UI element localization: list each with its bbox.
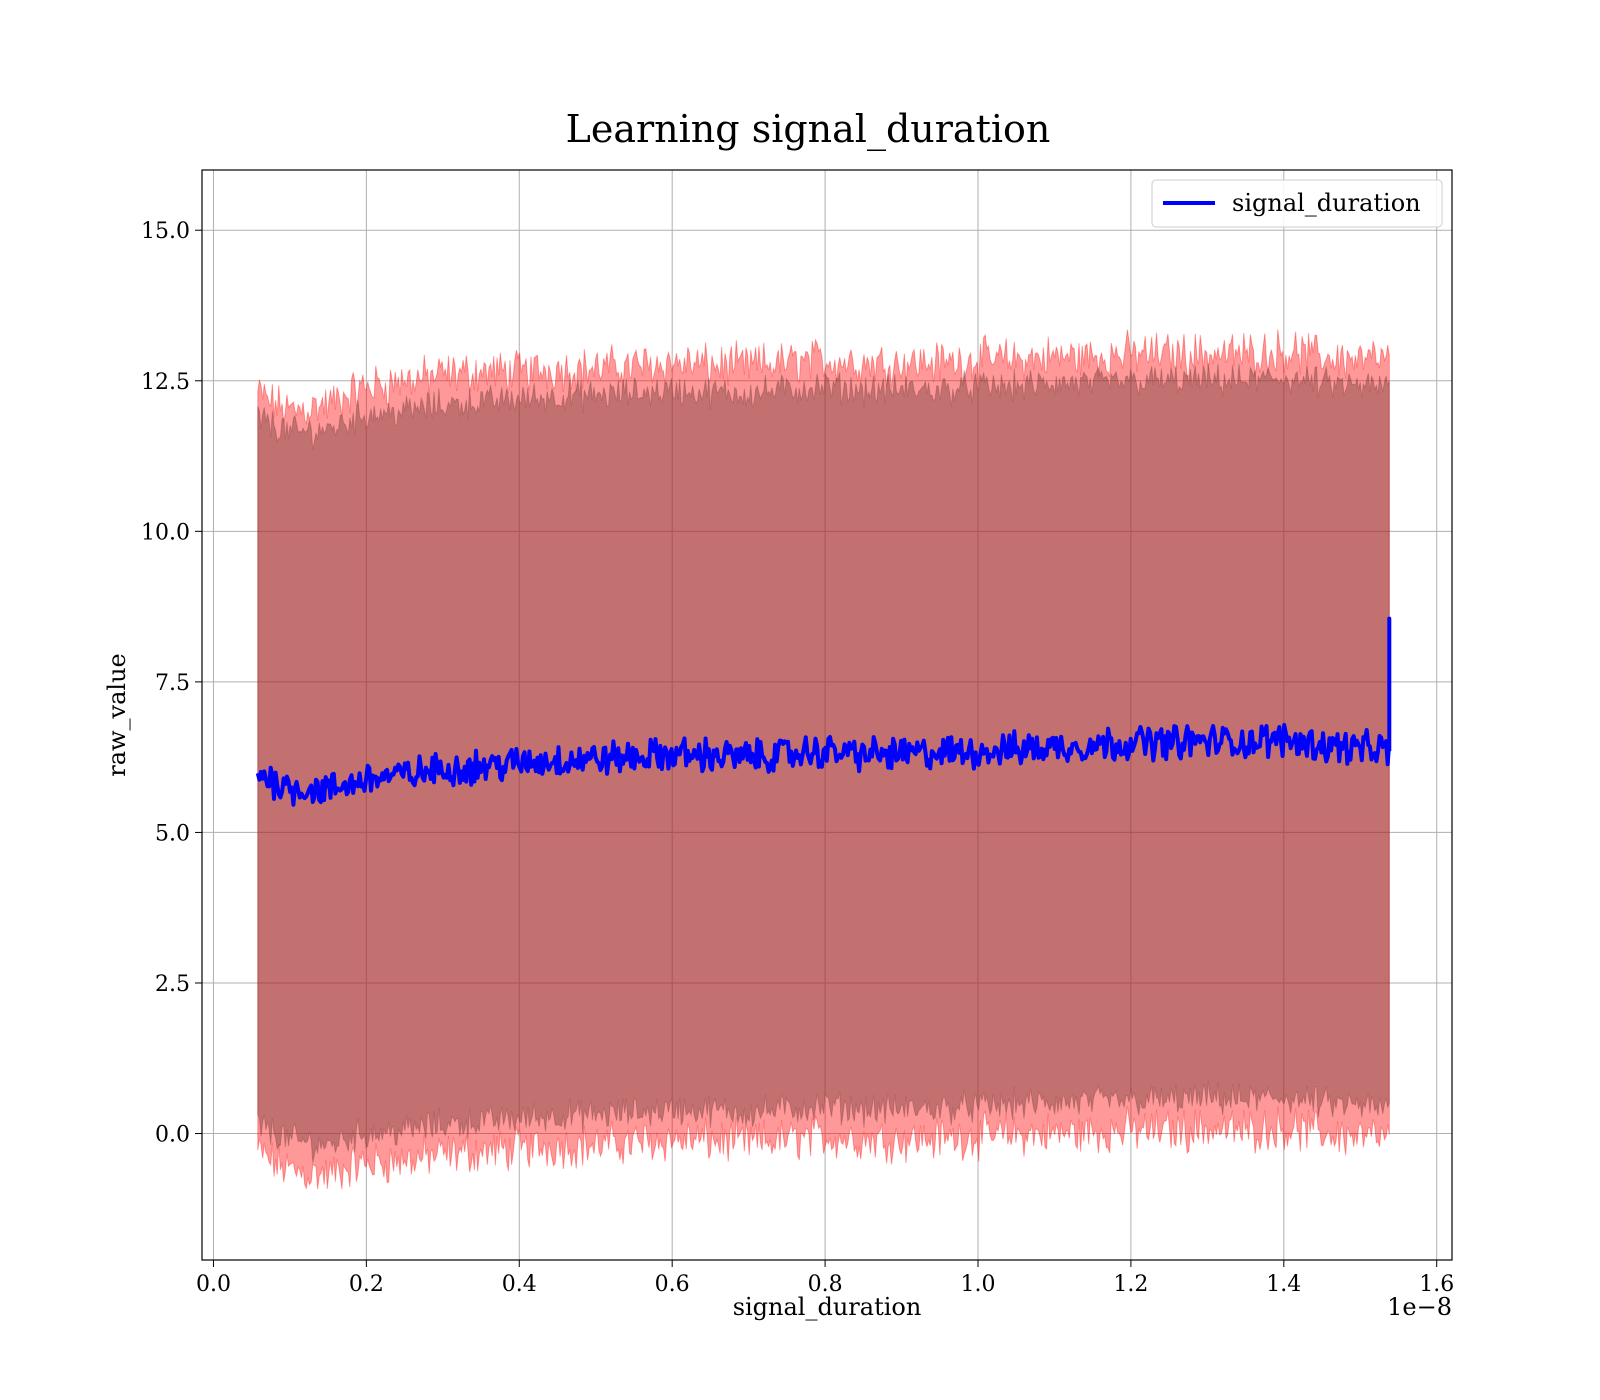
chart-title: Learning signal_duration bbox=[566, 107, 1051, 152]
x-tick-label: 0.8 bbox=[808, 1272, 843, 1297]
x-tick-label: 0.2 bbox=[349, 1272, 384, 1297]
legend: signal_duration bbox=[1151, 179, 1443, 228]
x-tick-label: 0.0 bbox=[196, 1272, 231, 1297]
y-ticks: 0.0 2.5 5.0 7.5 10.0 12.5 15.0 bbox=[141, 219, 202, 1148]
y-tick-label: 5.0 bbox=[155, 821, 190, 846]
x-tick-label: 0.6 bbox=[655, 1272, 690, 1297]
x-ticks: 0.0 0.2 0.4 0.6 0.8 1.0 1.2 1.4 1.6 bbox=[196, 1260, 1454, 1297]
lines bbox=[255, 616, 1392, 807]
grid bbox=[202, 170, 1452, 1260]
y-tick-label: 12.5 bbox=[141, 370, 190, 395]
y-tick-label: 15.0 bbox=[141, 219, 190, 244]
x-tick-label: 1.0 bbox=[960, 1272, 995, 1297]
x-tick-label: 0.4 bbox=[502, 1272, 537, 1297]
y-tick-label: 10.0 bbox=[141, 520, 190, 545]
y-tick-label: 0.0 bbox=[155, 1123, 190, 1148]
legend-box bbox=[1151, 179, 1443, 228]
series-line-0 bbox=[255, 616, 1392, 807]
x-axis-label: signal_duration bbox=[733, 1293, 922, 1321]
legend-entry-label: signal_duration bbox=[1232, 189, 1421, 217]
y-axis-label: raw_value bbox=[103, 653, 131, 777]
x-tick-label: 1.6 bbox=[1419, 1272, 1454, 1297]
y-tick-label: 7.5 bbox=[155, 671, 190, 696]
y-tick-label: 2.5 bbox=[155, 972, 190, 997]
x-tick-label: 1.4 bbox=[1266, 1272, 1301, 1297]
x-tick-label: 1.2 bbox=[1113, 1272, 1148, 1297]
x-axis-offset-text: 1e−8 bbox=[1387, 1293, 1452, 1321]
plot-frame bbox=[201, 169, 1453, 1261]
